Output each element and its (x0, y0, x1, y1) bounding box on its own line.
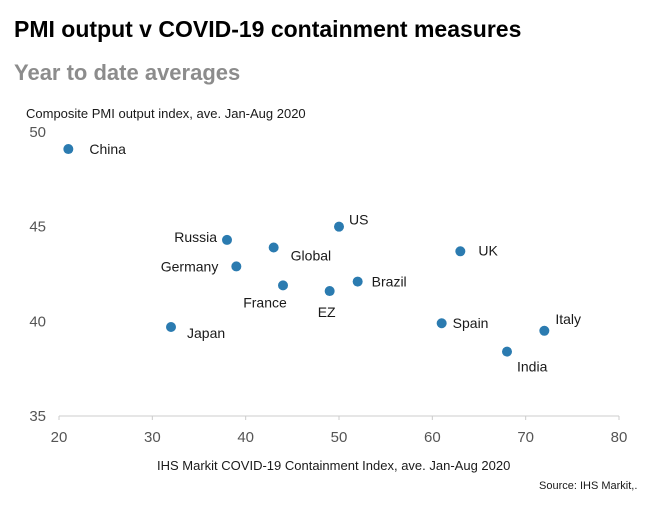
point-label: Russia (174, 229, 217, 245)
point-label: Spain (453, 315, 489, 331)
data-point-germany (231, 261, 242, 272)
x-tick-label: 80 (611, 429, 628, 446)
data-point-uk (455, 246, 466, 257)
point-label: Japan (187, 325, 225, 341)
data-point-china (63, 144, 74, 155)
data-point-global (268, 242, 279, 253)
data-point-italy (539, 325, 550, 336)
y-tick-label: 40 (29, 313, 46, 330)
source-note: Source: IHS Markit,. (539, 480, 637, 492)
point-label: US (349, 212, 368, 228)
x-axis-label: IHS Markit COVID-19 Containment Index, a… (157, 458, 510, 473)
x-tick-label: 30 (144, 429, 161, 446)
data-point-india (502, 346, 512, 357)
point-label: EZ (318, 304, 336, 320)
data-point-ez (324, 286, 335, 297)
x-tick-label: 50 (331, 429, 348, 446)
data-point-spain (436, 318, 447, 329)
chart-title: PMI output v COVID-19 containment measur… (14, 16, 522, 42)
point-label: Italy (555, 311, 581, 327)
y-tick-label: 35 (29, 408, 46, 425)
chart-subtitle: Year to date averages (14, 60, 241, 85)
point-label: Brazil (372, 274, 407, 290)
point-label: China (89, 141, 126, 157)
point-label: Global (291, 247, 331, 263)
x-tick-label: 40 (237, 429, 254, 446)
point-label: Germany (161, 258, 219, 274)
point-label: France (243, 294, 287, 310)
y-tick-label: 45 (29, 219, 46, 236)
y-axis-label: Composite PMI output index, ave. Jan-Aug… (26, 106, 306, 121)
point-label: India (517, 359, 548, 375)
data-point-france (278, 280, 288, 291)
x-tick-label: 20 (51, 429, 68, 446)
data-point-us (334, 221, 344, 232)
data-point-brazil (352, 276, 363, 287)
x-tick-label: 60 (424, 429, 441, 446)
point-label: UK (478, 242, 498, 258)
data-point-japan (166, 322, 176, 333)
x-tick-label: 70 (517, 429, 534, 446)
data-point-russia (222, 234, 232, 245)
y-tick-label: 50 (29, 124, 46, 141)
